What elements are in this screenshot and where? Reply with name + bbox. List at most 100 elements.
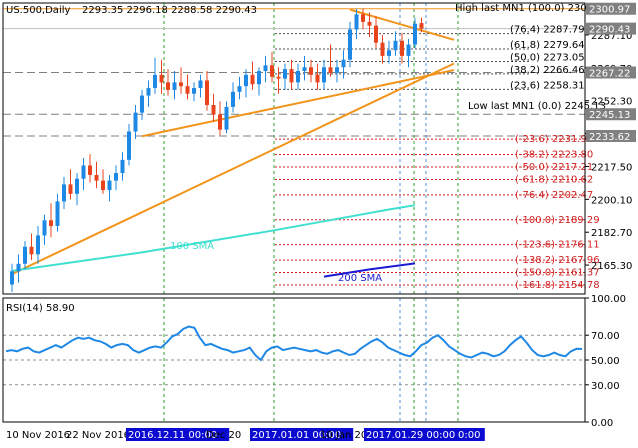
candle-body xyxy=(133,112,138,132)
time-label: Dec 20 xyxy=(206,430,241,441)
fib-label: (38.2) 2266.46 xyxy=(510,65,585,76)
price-label-box xyxy=(586,108,636,121)
candle-body xyxy=(309,67,313,75)
fib-label: (23.6) 2258.31 xyxy=(510,80,585,91)
candle-body xyxy=(107,180,112,191)
candle-body xyxy=(68,184,73,194)
time-label: 2016.12.11 00:00 xyxy=(128,430,217,441)
candle-body xyxy=(16,263,21,272)
candle-body xyxy=(55,201,60,226)
candle-body xyxy=(75,178,79,194)
price-label-box xyxy=(586,66,636,79)
candle xyxy=(101,169,105,194)
fib-ext-label: (-100.0) 2189.29 xyxy=(515,215,600,226)
candle xyxy=(140,89,144,121)
candle xyxy=(250,61,255,90)
time-label: 22 Nov 2016 xyxy=(66,430,130,441)
candle xyxy=(335,59,339,83)
candle xyxy=(419,17,424,33)
candle xyxy=(62,176,66,209)
candle-body xyxy=(296,71,300,83)
candle xyxy=(114,165,118,191)
time-label: 0:00 xyxy=(458,430,480,441)
fib-label: (61.8) 2279.64 xyxy=(510,40,585,51)
candle xyxy=(413,18,417,49)
candle-body xyxy=(231,91,235,107)
resistance-trendline xyxy=(349,8,455,41)
vertical-markers xyxy=(163,3,459,422)
candle-body xyxy=(94,174,99,181)
candle xyxy=(29,233,34,260)
rsi-tick-label: 100.00 xyxy=(591,294,626,305)
candle xyxy=(192,82,196,102)
price-tick-label: 2217.50 xyxy=(591,162,632,173)
candle-body xyxy=(341,59,346,68)
price-labels: 2300.97 2290.43 2267.22 2245.13 2233.62 xyxy=(586,2,636,143)
candle xyxy=(127,123,131,166)
candle xyxy=(120,152,125,181)
rsi-line xyxy=(5,325,583,362)
candle-body xyxy=(270,65,274,77)
candle-body xyxy=(237,86,242,92)
moving-averages: 100 SMA 200 SMA xyxy=(11,204,416,284)
candle-body xyxy=(198,80,203,89)
time-label: 10 Nov 2016 xyxy=(6,430,70,441)
price-label-box xyxy=(586,2,636,15)
candle-body xyxy=(302,67,307,72)
candle-body xyxy=(322,67,326,83)
price-label-text: 2245.13 xyxy=(589,110,630,121)
fib-high-label: High last MN1 (100.0) 2300.97 xyxy=(455,3,609,14)
candle-body xyxy=(166,82,170,90)
candle xyxy=(237,76,242,100)
candle-body xyxy=(367,21,372,26)
fib-label: (76.4) 2287.79 xyxy=(510,25,585,36)
candle-body xyxy=(159,74,164,83)
candle xyxy=(23,241,27,270)
fib-label: (50.0) 2273.05 xyxy=(510,52,585,63)
candle xyxy=(68,169,73,200)
candle xyxy=(42,214,47,245)
time-label: 2017.01.29 00:00 xyxy=(366,430,455,441)
rsi-indicator xyxy=(5,325,583,362)
fib-low-label: Low last MN1 (0.0) 2245.13 xyxy=(468,101,606,112)
candle-body xyxy=(380,42,385,56)
fib-ext-label: (-76.4) 2202.47 xyxy=(515,190,593,201)
candle xyxy=(55,193,60,232)
candle xyxy=(380,35,385,64)
candle-body xyxy=(172,82,177,90)
candle xyxy=(302,55,307,81)
horizontal-levels xyxy=(3,8,585,137)
candle-body xyxy=(348,29,352,60)
time-label-box xyxy=(126,428,230,441)
candle-body xyxy=(354,14,359,30)
candle-body xyxy=(185,86,190,94)
candle xyxy=(406,38,411,68)
candle-body xyxy=(244,74,248,87)
candle-body xyxy=(205,80,209,106)
candle xyxy=(289,59,294,90)
candle-body xyxy=(62,184,66,202)
candle xyxy=(36,225,40,264)
fib-ext-label: (-123.6) 2176.11 xyxy=(515,240,600,251)
candle-body xyxy=(211,105,216,115)
candle-body xyxy=(406,44,411,56)
candle-body xyxy=(335,67,339,73)
candle xyxy=(315,63,320,90)
candle xyxy=(218,101,222,136)
candle-body xyxy=(374,25,378,43)
time-label: 10 Jan 20 xyxy=(320,430,367,441)
sma100-label: 100 SMA xyxy=(170,241,214,252)
candle xyxy=(309,59,313,83)
candle xyxy=(367,12,372,38)
candle-body xyxy=(257,71,261,85)
price-label-text: 2267.22 xyxy=(589,68,630,79)
candle-body xyxy=(400,40,404,56)
candle xyxy=(198,74,203,98)
candle xyxy=(341,50,346,79)
candle-body xyxy=(387,50,391,56)
candle-body xyxy=(276,76,281,79)
candle xyxy=(133,105,138,140)
fib-ext-label: (-38.2) 2223.80 xyxy=(515,150,593,161)
